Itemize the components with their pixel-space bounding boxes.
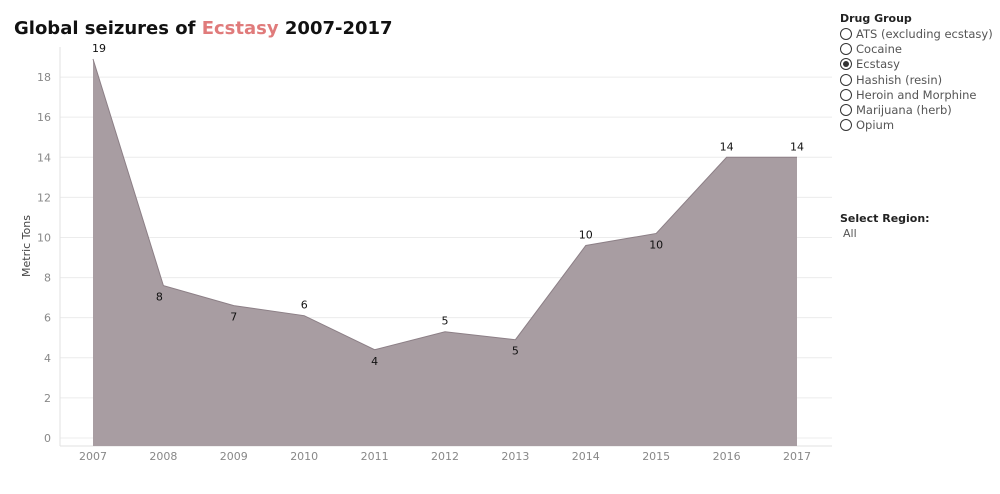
data-label: 14 [790, 140, 804, 153]
x-tick-label: 2011 [361, 450, 389, 463]
y-tick-label: 2 [44, 392, 51, 405]
drug-group-filter: Drug Group ATS (excluding ecstasy) Cocain… [840, 12, 1000, 133]
y-tick-label: 4 [44, 352, 51, 365]
y-tick-label: 18 [37, 71, 51, 84]
data-label: 8 [156, 291, 163, 304]
title-prefix: Global seizures of [14, 18, 196, 39]
drug-option-cocaine[interactable]: Cocaine [840, 41, 1000, 56]
area-series [93, 59, 797, 446]
data-label: 14 [720, 140, 734, 153]
title-highlight: Ecstasy [201, 18, 279, 39]
drug-option-heroin-and-morphine[interactable]: Heroin and Morphine [840, 87, 1000, 102]
x-tick-label: 2008 [149, 450, 177, 463]
radio-button-icon[interactable] [840, 58, 852, 71]
drug-option-label: Hashish (resin) [856, 72, 943, 87]
y-axis-title: Metric Tons [20, 215, 33, 277]
y-tick-label: 0 [44, 432, 51, 445]
region-filter: Select Region: All [840, 212, 930, 240]
radio-button-icon[interactable] [840, 119, 852, 132]
drug-option-ecstasy[interactable]: Ecstasy [840, 57, 1000, 72]
radio-button-icon[interactable] [840, 73, 852, 86]
x-tick-label: 2013 [501, 450, 529, 463]
y-tick-label: 10 [37, 231, 51, 244]
x-tick-label: 2017 [783, 450, 811, 463]
x-tick-label: 2016 [713, 450, 741, 463]
y-tick-label: 6 [44, 312, 51, 325]
drug-option-marijuana-herb[interactable]: Marijuana (herb) [840, 102, 1000, 117]
area-chart: 0 2 4 6 8 10 12 14 16 18 2007 2008 2009 2010 2011 2012 2… [20, 42, 832, 463]
x-tick-label: 2014 [572, 450, 600, 463]
area-outline [92, 58, 797, 351]
radio-button-icon[interactable] [840, 88, 852, 101]
data-label: 7 [230, 311, 237, 324]
drug-option-label: Marijuana (herb) [856, 103, 952, 118]
y-tick-label: 12 [37, 191, 51, 204]
radio-button-icon[interactable] [840, 42, 852, 55]
data-label: 5 [442, 315, 449, 328]
data-label: 19 [92, 42, 106, 55]
data-label: 5 [512, 345, 519, 358]
drug-option-hashish-resin[interactable]: Hashish (resin) [840, 72, 1000, 87]
drug-option-opium[interactable]: Opium [840, 118, 1000, 133]
drug-group-options: ATS (excluding ecstasy) Cocaine Ecstasy Has… [840, 26, 1000, 133]
y-tick-label: 8 [44, 272, 51, 285]
drug-option-label: ATS (excluding ecstasy) [856, 26, 993, 41]
data-label: 10 [649, 238, 663, 251]
data-label: 6 [301, 299, 308, 312]
radio-button-icon[interactable] [840, 104, 852, 117]
drug-option-label: Cocaine [856, 41, 902, 56]
drug-group-label: Drug Group [840, 12, 912, 25]
radio-button-icon[interactable] [840, 27, 852, 40]
title-suffix: 2007-2017 [284, 18, 393, 39]
x-tick-label: 2012 [431, 450, 459, 463]
x-tick-label: 2007 [79, 450, 107, 463]
radio-dot-icon [843, 61, 849, 68]
x-tick-label: 2010 [290, 450, 318, 463]
y-tick-label: 14 [37, 151, 51, 164]
drug-option-label: Heroin and Morphine [856, 87, 977, 102]
region-select[interactable]: All [843, 227, 857, 240]
x-tick-label: 2015 [642, 450, 670, 463]
drug-option-ats-excluding-ecstasy[interactable]: ATS (excluding ecstasy) [840, 26, 1000, 41]
region-label: Select Region: [840, 212, 930, 225]
chart-title: Global seizures of Ecstasy 2007-2017 [14, 18, 393, 39]
drug-option-label: Ecstasy [856, 57, 900, 72]
drug-option-label: Opium [856, 118, 895, 133]
x-tick-label: 2009 [220, 450, 248, 463]
data-label: 4 [371, 355, 378, 368]
y-tick-label: 16 [37, 111, 51, 124]
data-label: 10 [579, 228, 593, 241]
